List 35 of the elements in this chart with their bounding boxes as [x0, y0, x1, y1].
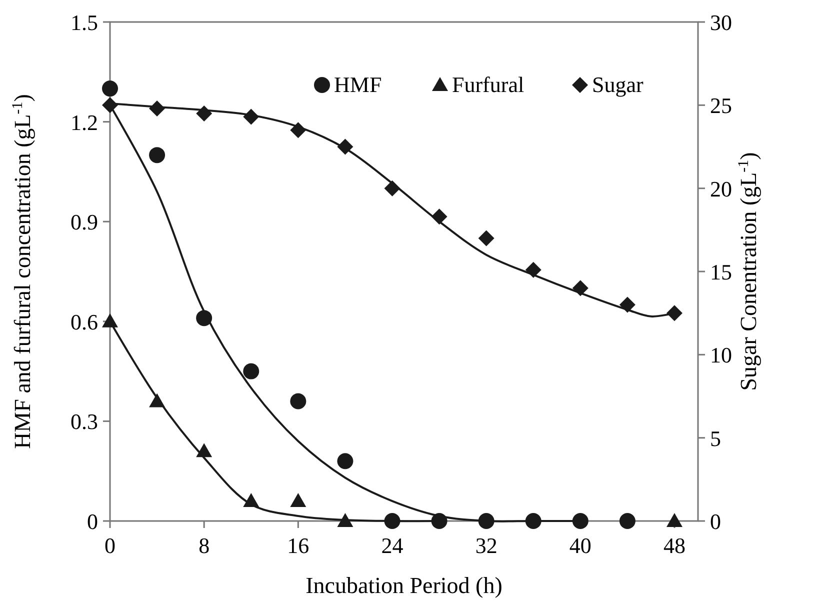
y2-tick-label: 30: [710, 10, 732, 35]
point: [619, 513, 636, 529]
x-tick-label: 32: [475, 533, 498, 558]
x-axis-title: Incubation Period (h): [306, 573, 502, 598]
point: [478, 230, 494, 246]
point: [102, 313, 118, 328]
point: [290, 493, 306, 508]
point: [243, 363, 260, 380]
y2-tick-label: 5: [710, 426, 721, 451]
point: [149, 147, 166, 164]
point: [102, 80, 118, 97]
y2-tick-label: 20: [710, 176, 732, 202]
point: [572, 513, 588, 529]
y2-tick-label: 15: [710, 260, 732, 284]
y-tick-label: 1.2: [70, 110, 98, 135]
legend-label: Sugar: [592, 72, 644, 97]
x-tick-label: 16: [287, 533, 310, 558]
legend-label: Furfural: [452, 72, 524, 97]
x-tick-label: 48: [663, 533, 686, 558]
point: [666, 513, 682, 527]
y-tick-label: 1.5: [70, 10, 98, 35]
point: [337, 453, 354, 470]
y2-tick-label: 25: [710, 93, 732, 118]
y-tick-label: 0.6: [70, 309, 98, 334]
y-tick-label: 0: [87, 509, 98, 534]
y-tick-label: 0.3: [70, 409, 98, 434]
x-tick-label: 24: [381, 533, 404, 558]
x-tick-label: 40: [569, 533, 592, 558]
y2-tick-label: 0: [710, 509, 721, 534]
y2-tick-label: 10: [710, 342, 732, 368]
x-tick-label: 8: [198, 533, 210, 558]
y-tick-label: 0.9: [70, 210, 98, 235]
legend-label: HMF: [334, 72, 382, 97]
point: [290, 393, 306, 410]
x-tick-label: 0: [104, 533, 116, 558]
